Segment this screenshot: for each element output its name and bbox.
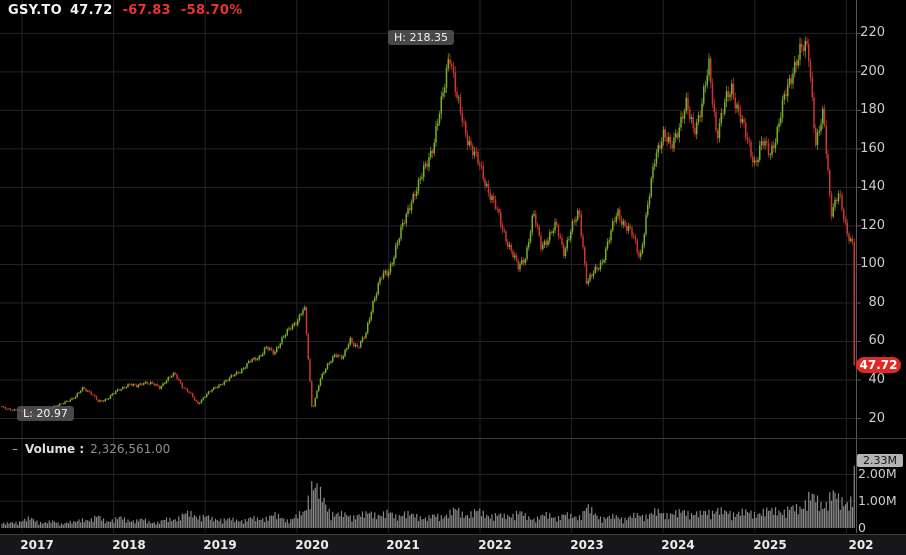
pane-separator[interactable] bbox=[0, 438, 906, 439]
price-change-label: -67.83 bbox=[122, 3, 171, 18]
year-label: 202 bbox=[848, 538, 874, 552]
price-tick-label: 80 bbox=[868, 295, 885, 310]
year-label: 2021 bbox=[386, 538, 420, 552]
high-marker-label: H: 218.35 bbox=[388, 30, 454, 45]
price-axis[interactable]: 220 200 180 160 140 120 100 80 60 40 20 2.00M 1.00M 0 bbox=[856, 0, 906, 535]
last-price-label: 47.72 bbox=[69, 3, 113, 18]
price-tick-label: 40 bbox=[868, 372, 885, 387]
year-label: 2018 bbox=[112, 538, 146, 552]
time-axis[interactable]: 2017 2018 2019 2020 2021 2022 2023 2024 2025 202 bbox=[0, 534, 906, 555]
volume-tick-label: 1.00M bbox=[858, 493, 897, 508]
price-tick-label: 160 bbox=[860, 141, 885, 156]
low-marker-label: L: 20.97 bbox=[17, 406, 74, 421]
price-axis-ticks bbox=[856, 0, 861, 533]
year-label: 2023 bbox=[570, 538, 604, 552]
symbol-label: GSY.TO bbox=[8, 3, 62, 18]
year-label: 2024 bbox=[661, 538, 695, 552]
price-change-percent-label: -58.70% bbox=[180, 3, 243, 18]
volume-label: Volume : bbox=[25, 442, 85, 456]
price-tick-label: 60 bbox=[868, 333, 885, 348]
price-tick-label: 200 bbox=[860, 64, 885, 79]
candle-bodies-down bbox=[3, 40, 855, 417]
price-tick-label: 100 bbox=[860, 256, 885, 271]
volume-bars bbox=[1, 465, 855, 528]
price-tick-label: 180 bbox=[860, 102, 885, 117]
volume-collapse-toggle[interactable]: – bbox=[12, 442, 18, 456]
last-price-badge: 47.72 bbox=[856, 357, 901, 373]
year-label: 2025 bbox=[753, 538, 787, 552]
year-label: 2020 bbox=[295, 538, 329, 552]
year-label: 2022 bbox=[478, 538, 512, 552]
volume-value: 2,326,561.00 bbox=[90, 442, 171, 456]
chart-header: GSY.TO 47.72 -67.83 -58.70% bbox=[8, 3, 243, 18]
volume-tick-label: 0 bbox=[858, 520, 866, 535]
candle-bodies-up bbox=[1, 40, 852, 416]
price-tick-label: 140 bbox=[860, 179, 885, 194]
year-label: 2017 bbox=[20, 538, 54, 552]
year-label: 2019 bbox=[203, 538, 237, 552]
price-tick-label: 20 bbox=[868, 411, 885, 426]
volume-tick-label: 2.00M bbox=[858, 466, 897, 481]
candlestick-chart-canvas[interactable] bbox=[0, 0, 906, 533]
current-volume-badge: 2.33M bbox=[857, 454, 903, 467]
volume-header: – Volume : 2,326,561.00 bbox=[12, 442, 170, 456]
price-tick-label: 220 bbox=[860, 25, 885, 40]
price-tick-label: 120 bbox=[860, 218, 885, 233]
